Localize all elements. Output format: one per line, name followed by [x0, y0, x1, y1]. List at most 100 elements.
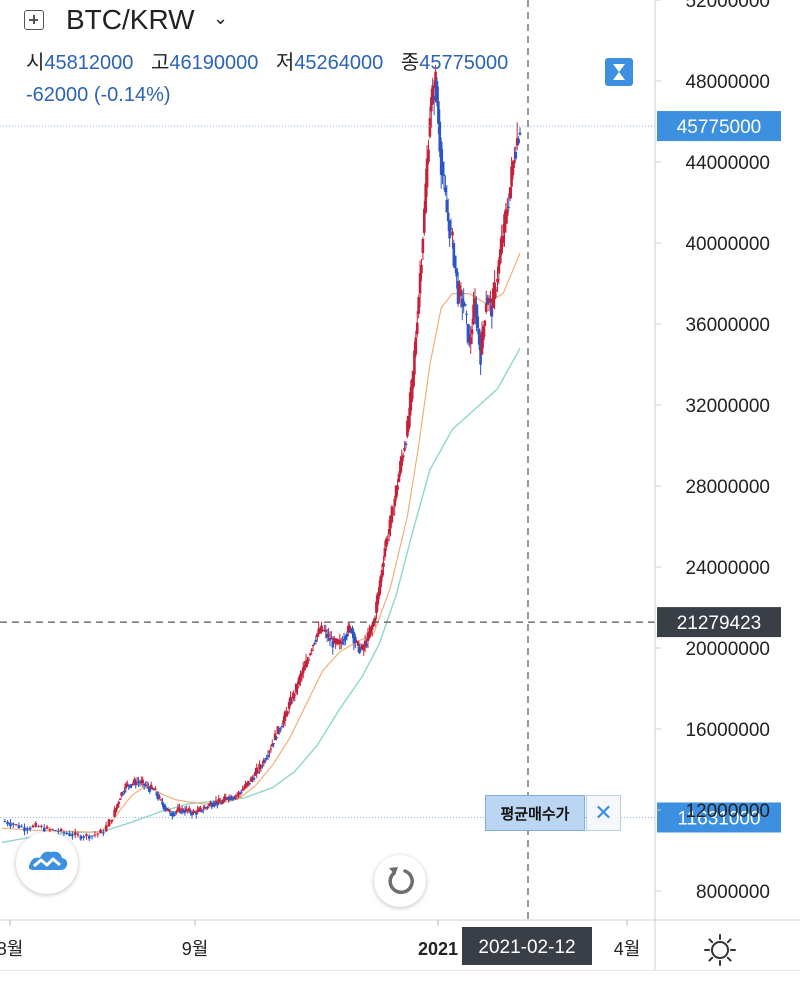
candle-body [308, 653, 312, 656]
high-label: 고 [150, 52, 170, 74]
candle-body [323, 629, 326, 631]
candle-body [514, 151, 518, 159]
candle-body [114, 808, 118, 813]
candle-body [190, 812, 194, 816]
candle-body [517, 138, 520, 144]
ma-short-line [1, 252, 521, 833]
candle-body [452, 243, 456, 266]
candle-body [265, 757, 268, 759]
candle-body [79, 835, 83, 840]
candle-body [54, 830, 57, 832]
candle-body [420, 264, 423, 274]
candle-body [317, 628, 321, 634]
candle-body [85, 834, 88, 837]
candle-body [110, 819, 114, 822]
candle-body [42, 827, 46, 832]
candle-body [415, 322, 419, 335]
candle-body [491, 288, 495, 308]
candle-body [411, 371, 415, 389]
candle-body [497, 260, 501, 274]
reset-chart-button[interactable] [374, 855, 426, 907]
chevron-down-icon[interactable]: ⌄ [213, 8, 229, 28]
candle-body [128, 784, 132, 788]
candle-body [489, 298, 492, 303]
candle-body [82, 836, 85, 838]
candle-body [304, 660, 308, 668]
candle-body [65, 832, 69, 834]
add-indicator-icon[interactable] [24, 10, 44, 30]
candle-body [428, 118, 432, 137]
candle-body [252, 777, 256, 780]
candle-body [9, 822, 12, 827]
candle-body [396, 485, 399, 491]
time-axis: 8월 9월 2021 4월 [0, 919, 800, 959]
candle-body [151, 787, 154, 789]
change-readout: -62000 (-0.14%) [26, 84, 171, 106]
candle-body [349, 629, 353, 633]
price-tick-label: 12000000 [685, 801, 770, 822]
candle-body [256, 771, 260, 773]
candle-body [383, 548, 387, 557]
candle-body [487, 298, 491, 301]
candle-body [290, 701, 294, 703]
candle-body [375, 601, 378, 614]
avg-buy-price-tag [657, 802, 781, 833]
current-price-label: 45775000 [677, 117, 762, 138]
hourglass-icon[interactable] [605, 58, 633, 86]
settings-gear-icon[interactable] [700, 930, 740, 970]
candle-body [230, 796, 233, 800]
candle-body [245, 782, 249, 787]
candle-body [239, 792, 243, 794]
current-price-tag [657, 111, 781, 142]
close-icon[interactable]: ✕ [586, 795, 621, 831]
candle-body [155, 792, 159, 796]
candle-body [138, 782, 142, 784]
price-tick-label: 32000000 [685, 396, 770, 417]
candle-body [446, 212, 450, 222]
candle-body [189, 811, 192, 814]
candle-body [316, 633, 319, 637]
candle-body [31, 825, 35, 828]
candle-body [515, 138, 519, 146]
candle-body [102, 832, 105, 834]
symbol-title[interactable]: BTC/KRW [66, 4, 195, 35]
candle-body [342, 638, 346, 641]
candle-body [28, 827, 32, 830]
candle-body [370, 624, 374, 630]
candle-body [26, 828, 29, 831]
candle-body [193, 811, 197, 814]
candle-body [392, 514, 395, 516]
candle-body [11, 823, 15, 825]
candle-body [335, 638, 339, 644]
price-axis: 52000000 48000000 44000000 40000000 36000000… [654, 0, 770, 970]
candle-body [460, 298, 464, 307]
candle-body [141, 779, 145, 784]
candle-body [352, 632, 356, 644]
crosshair-date-tag [462, 927, 592, 965]
candle-body [380, 570, 384, 578]
candle-body [321, 629, 325, 631]
candle-body [417, 297, 420, 314]
candle-body [224, 796, 228, 800]
candle-body [255, 767, 259, 774]
candle-body [135, 781, 139, 783]
candle-body [444, 187, 447, 193]
candle-body [213, 802, 216, 806]
open-label: 시 [26, 52, 45, 74]
candle-body [225, 798, 229, 800]
candle-body [248, 783, 252, 785]
candle-body [285, 711, 288, 717]
avg-buy-label[interactable]: 평균매수가 [485, 795, 585, 831]
tradingview-logo-button[interactable] [16, 832, 78, 894]
candle-body [118, 798, 122, 800]
candle-body [201, 809, 205, 811]
candle-body [361, 644, 364, 650]
candle-body [199, 807, 202, 812]
candle-body [362, 646, 366, 651]
candle-body [196, 809, 199, 813]
candle-body [448, 220, 451, 239]
candle-body [99, 829, 102, 834]
candle-body [344, 636, 347, 641]
candle-body [249, 777, 253, 782]
